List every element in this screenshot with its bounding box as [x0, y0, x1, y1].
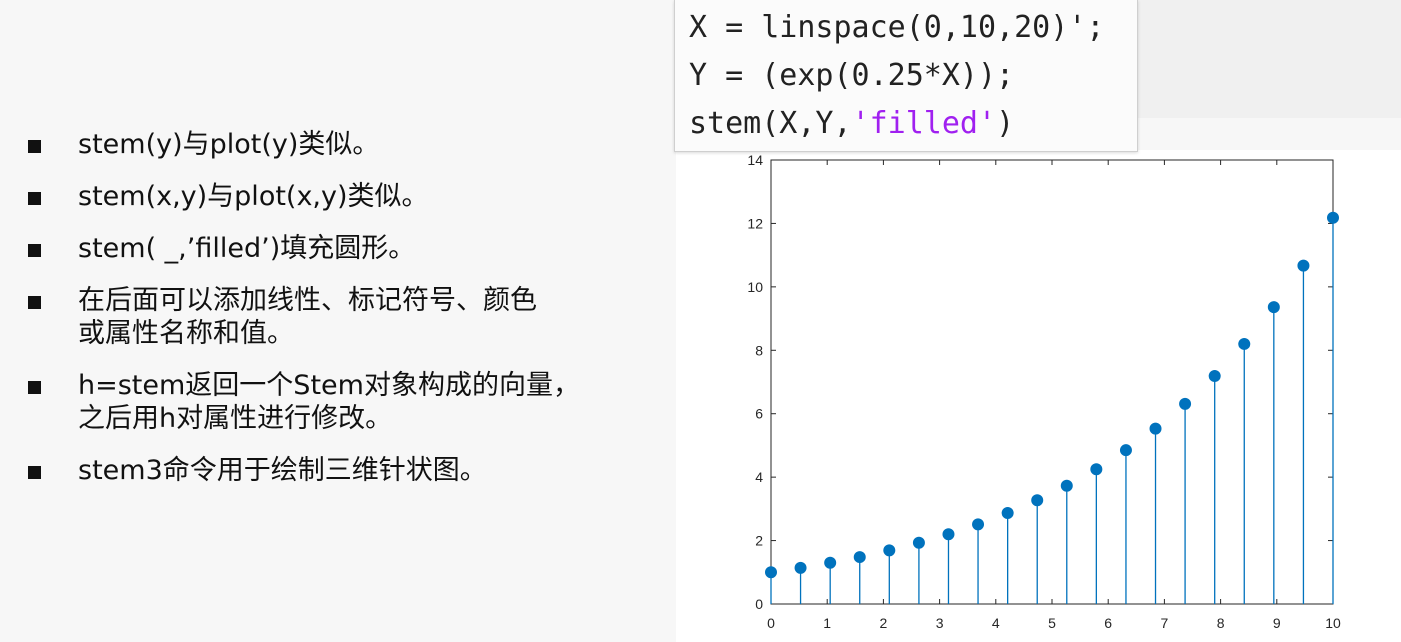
stem-marker [824, 556, 837, 569]
x-tick-label: 9 [1273, 615, 1281, 631]
x-tick-label: 0 [767, 615, 775, 631]
stem-marker [1179, 397, 1192, 410]
plot-area-frame [770, 159, 1334, 605]
bullet-item: stem( _,’filled’)填充圆形。 [28, 232, 668, 265]
x-tick-label: 7 [1161, 615, 1169, 631]
x-tick-label: 8 [1217, 615, 1225, 631]
x-tick-label: 10 [1325, 615, 1341, 631]
x-tick-label: 6 [1104, 615, 1112, 631]
background-panel [1138, 0, 1401, 118]
x-tick-label: 4 [992, 615, 1000, 631]
code-line-2: Y = (exp(0.25*X)); [689, 58, 1015, 93]
stem-marker [1031, 494, 1044, 507]
stem-marker [1297, 259, 1310, 272]
stem-marker [1327, 211, 1339, 224]
bullet-item: h=stem返回一个Stem对象构成的向量， 之后用h对属性进行修改。 [28, 369, 668, 435]
y-tick-label: 10 [747, 279, 763, 295]
square-bullet-icon [28, 140, 41, 153]
stem-marker [1060, 479, 1073, 492]
square-bullet-icon [28, 296, 41, 309]
y-tick-label: 0 [755, 596, 763, 612]
stem-marker [912, 536, 925, 549]
square-bullet-icon [28, 192, 41, 205]
y-tick-label: 4 [755, 469, 763, 485]
y-tick-label: 2 [755, 533, 763, 549]
stem-marker [1119, 444, 1132, 457]
code-snippet: X = linspace(0,10,20)'; Y = (exp(0.25*X)… [674, 0, 1138, 152]
stem-marker [972, 518, 985, 531]
stem-marker [1090, 463, 1103, 476]
square-bullet-icon [28, 381, 41, 394]
y-tick-label: 8 [755, 342, 763, 358]
bullet-item: stem(x,y)与plot(x,y)类似。 [28, 180, 668, 213]
bullet-item: stem3命令用于绘制三维针状图。 [28, 454, 668, 487]
y-tick-label: 14 [747, 152, 763, 168]
stem-marker [1208, 369, 1221, 382]
bullet-list: stem(y)与plot(y)类似。 stem(x,y)与plot(x,y)类似… [28, 128, 668, 506]
code-line-3: stem(X,Y,'filled') [689, 106, 1015, 141]
bullet-item: stem(y)与plot(y)类似。 [28, 128, 668, 161]
x-tick-label: 5 [1048, 615, 1056, 631]
stem-marker [765, 566, 777, 579]
code-line-1: X = linspace(0,10,20)'; [689, 10, 1105, 45]
x-tick-label: 2 [880, 615, 888, 631]
y-tick-label: 12 [747, 215, 763, 231]
stem-marker [942, 528, 955, 541]
x-tick-label: 3 [936, 615, 944, 631]
stem-marker [1001, 506, 1014, 519]
stem-marker [1267, 301, 1280, 314]
bullet-item: 在后面可以添加线性、标记符号、颜色 或属性名称和值。 [28, 284, 668, 350]
y-tick-label: 6 [755, 406, 763, 422]
stem-marker [883, 544, 896, 557]
stem-marker [1238, 337, 1251, 350]
stem-marker [1149, 422, 1162, 435]
stem-marker [853, 551, 866, 564]
stem-marker [794, 561, 807, 574]
x-tick-label: 1 [823, 615, 831, 631]
square-bullet-icon [28, 244, 41, 257]
square-bullet-icon [28, 466, 41, 479]
